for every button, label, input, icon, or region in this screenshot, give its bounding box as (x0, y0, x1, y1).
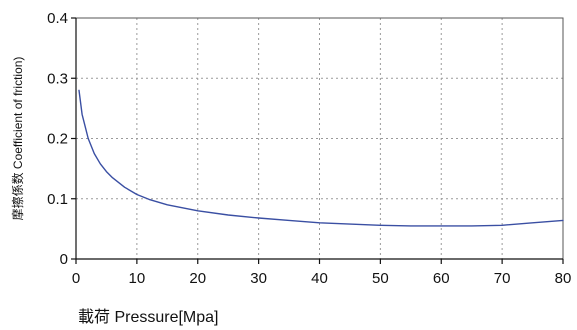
x-tick-label-6: 60 (433, 270, 450, 287)
x-tick-label-3: 30 (250, 270, 267, 287)
series-line-0 (78, 89, 564, 227)
y-tick-label-0: 0 (60, 251, 68, 268)
series (78, 89, 564, 227)
x-tick-label-5: 50 (372, 270, 389, 287)
ticks: 0 10 20 30 40 50 60 70 80 0 0.1 0.2 0.3 0.4 (47, 10, 571, 287)
y-axis-label: 摩擦係数 Coefficient of friction) (10, 57, 25, 221)
x-tick-label-4: 40 (311, 270, 328, 287)
y-tick-label-1: 0.1 (47, 191, 68, 208)
x-axis-label: 載荷 Pressure[Mpa] (78, 308, 219, 326)
x-tick-label-1: 10 (129, 270, 146, 287)
y-tick-label-4: 0.4 (47, 10, 68, 27)
y-tick-label-3: 0.3 (47, 70, 68, 87)
x-tick-label-0: 0 (72, 270, 80, 287)
x-tick-label-7: 70 (494, 270, 511, 287)
y-tick-label-2: 0.2 (47, 131, 68, 148)
x-tick-label-8: 80 (555, 270, 572, 287)
x-tick-label-2: 20 (189, 270, 206, 287)
